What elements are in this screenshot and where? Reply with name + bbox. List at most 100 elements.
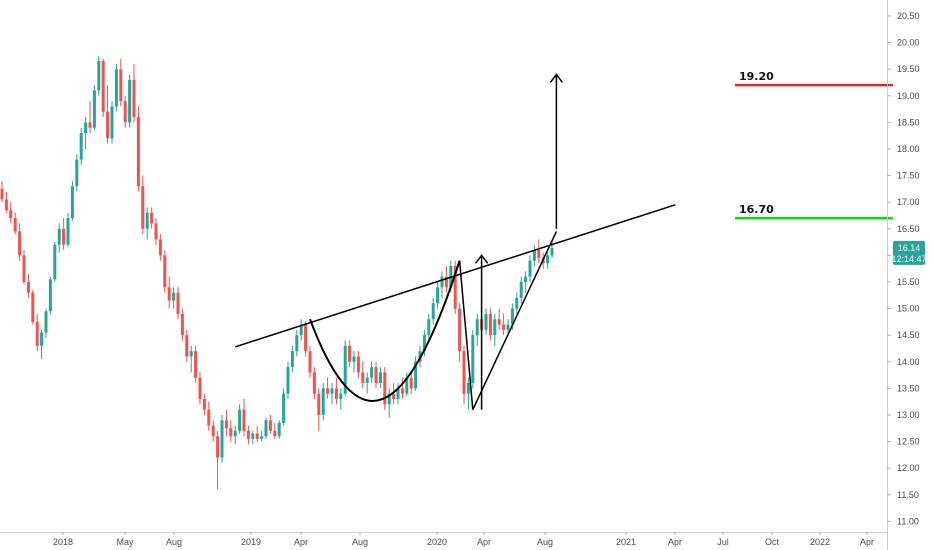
price-level-label: 19.20 xyxy=(739,70,774,83)
candle xyxy=(110,101,114,144)
candle-body xyxy=(198,377,202,399)
x-tick-label: 2022 xyxy=(810,537,830,547)
candle-body xyxy=(238,409,242,431)
candle-body xyxy=(123,101,127,123)
x-tick-label: 2018 xyxy=(53,537,73,547)
y-tick-label: 18.00 xyxy=(897,144,920,154)
candle xyxy=(172,287,176,309)
candle xyxy=(242,399,246,437)
price-levels: 19.20 16.70 xyxy=(735,70,893,220)
target-arrow xyxy=(475,254,489,410)
candle-body xyxy=(506,324,510,330)
candle-body xyxy=(75,159,79,187)
candle-body xyxy=(444,276,448,288)
candle xyxy=(387,388,391,418)
candle xyxy=(378,367,382,389)
candle xyxy=(207,401,211,431)
candle xyxy=(35,313,39,352)
y-tick-label: 15.00 xyxy=(897,304,920,314)
candle xyxy=(48,276,52,314)
candle-body xyxy=(229,428,233,437)
candle-body xyxy=(172,292,176,301)
candle xyxy=(277,420,281,439)
candle xyxy=(488,308,492,341)
y-tick-label: 20.50 xyxy=(897,11,920,21)
candle xyxy=(176,287,180,320)
candle xyxy=(370,361,374,384)
candle-body xyxy=(40,332,44,346)
candle xyxy=(502,313,506,336)
candle xyxy=(238,404,242,434)
candle-body xyxy=(4,199,8,211)
candle-body xyxy=(519,281,523,298)
candle xyxy=(194,345,198,384)
candle xyxy=(202,393,206,415)
candle-body xyxy=(304,324,308,352)
y-tick-label: 17.50 xyxy=(897,171,920,181)
candle-body xyxy=(44,311,48,333)
candle-body xyxy=(400,388,404,394)
candle-body xyxy=(110,106,114,139)
candle-body xyxy=(114,69,118,107)
candle xyxy=(66,212,70,248)
candle xyxy=(158,234,162,261)
candle-body xyxy=(497,319,501,325)
candle xyxy=(251,430,255,445)
x-tick-label: Apr xyxy=(860,537,874,547)
candle xyxy=(88,101,92,133)
candle-body xyxy=(436,287,440,304)
candle-body xyxy=(84,122,88,133)
candle-body xyxy=(361,372,365,384)
candle-body xyxy=(242,409,246,431)
candle xyxy=(524,271,528,293)
candle xyxy=(44,308,48,338)
candle-body xyxy=(532,250,536,261)
candle-body xyxy=(414,361,418,389)
candle-body xyxy=(202,399,206,410)
candle xyxy=(132,63,136,123)
candle xyxy=(40,329,44,360)
candle-body xyxy=(431,303,435,320)
y-tick-label: 13.00 xyxy=(897,410,920,420)
candle xyxy=(18,223,22,261)
candle-body xyxy=(180,313,184,336)
candle xyxy=(53,242,57,282)
y-tick-label: 14.00 xyxy=(897,357,920,367)
x-axis: 2018 May Aug 2019 Apr Aug 2020 Apr Aug 2021 Apr Jul… xyxy=(0,532,887,547)
arrow-head xyxy=(549,73,564,83)
candle-body xyxy=(312,372,316,394)
candle-body xyxy=(264,420,268,437)
candle xyxy=(79,127,83,165)
candle xyxy=(26,273,30,298)
candle-body xyxy=(286,367,290,394)
x-tick-label: 2019 xyxy=(241,537,261,547)
candle-body xyxy=(330,388,334,394)
candle xyxy=(128,74,132,128)
candle-body xyxy=(145,212,149,229)
candle-body xyxy=(66,218,70,245)
candle xyxy=(361,361,365,389)
candle-body xyxy=(365,377,369,384)
y-tick-label: 19.00 xyxy=(897,91,920,101)
candle-body xyxy=(502,324,506,330)
x-tick-label: Apr xyxy=(477,537,491,547)
candle xyxy=(427,313,431,341)
candle-body xyxy=(308,351,312,373)
candle-body xyxy=(62,228,66,245)
candle xyxy=(211,420,215,442)
candle xyxy=(506,319,510,336)
current-price-label: 16.14 xyxy=(898,243,921,253)
candle-body xyxy=(453,266,457,309)
candle xyxy=(304,321,308,357)
candle xyxy=(334,377,338,405)
candle-body xyxy=(352,356,356,362)
candle xyxy=(22,250,26,285)
candle-body xyxy=(374,367,378,384)
candle xyxy=(352,351,356,373)
candle-body xyxy=(524,276,528,282)
candle-body xyxy=(185,335,189,357)
x-tick-label: 2020 xyxy=(427,537,447,547)
candle xyxy=(268,414,272,434)
trendline xyxy=(458,260,474,410)
